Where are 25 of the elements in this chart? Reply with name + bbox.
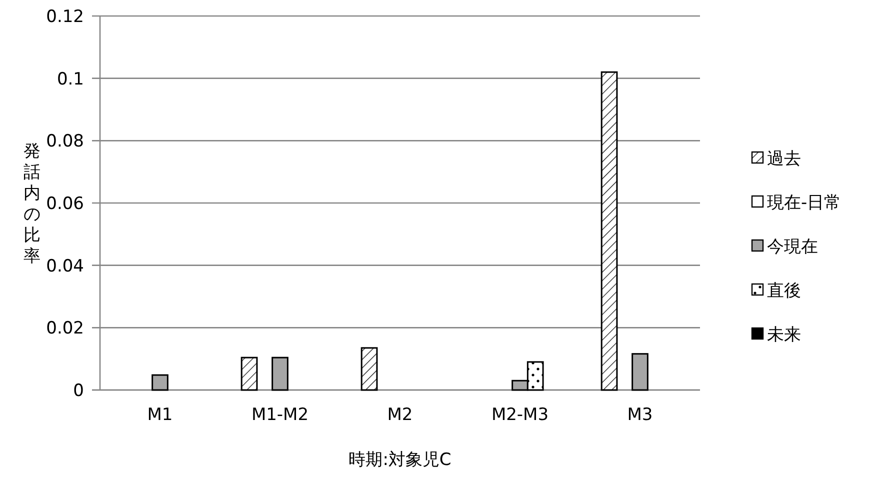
y-axis-title: 発話内の比率 — [24, 141, 40, 266]
bar — [360, 347, 378, 391]
y-tick-label: 0 — [73, 380, 84, 401]
legend-label: 未来 — [767, 324, 801, 345]
y-tick-label: 0.06 — [46, 194, 84, 214]
legend-label: 現在-日常 — [767, 192, 842, 213]
x-tick-label: M2 — [387, 405, 413, 425]
x-tick-label: M1 — [147, 405, 173, 425]
y-tick-label: 0.02 — [46, 318, 84, 339]
bar — [152, 374, 168, 391]
legend-label: 直後 — [767, 280, 801, 301]
x-tick-label: M3 — [627, 405, 653, 425]
legend-label: 過去 — [767, 148, 801, 169]
y-tick-label: 0.1 — [56, 69, 84, 90]
bar — [272, 356, 288, 391]
y-tick-label: 0.12 — [46, 6, 84, 27]
bar — [600, 71, 618, 391]
x-tick-label: M2-M3 — [491, 405, 549, 425]
bar — [240, 356, 258, 391]
x-axis-title: 時期:対象児C — [348, 450, 452, 470]
y-tick-label: 0.08 — [46, 132, 84, 152]
legend-label: 今現在 — [767, 236, 818, 257]
x-tick-label: M1-M2 — [251, 405, 309, 425]
y-tick-label: 0.04 — [46, 256, 84, 276]
bar — [632, 353, 648, 391]
